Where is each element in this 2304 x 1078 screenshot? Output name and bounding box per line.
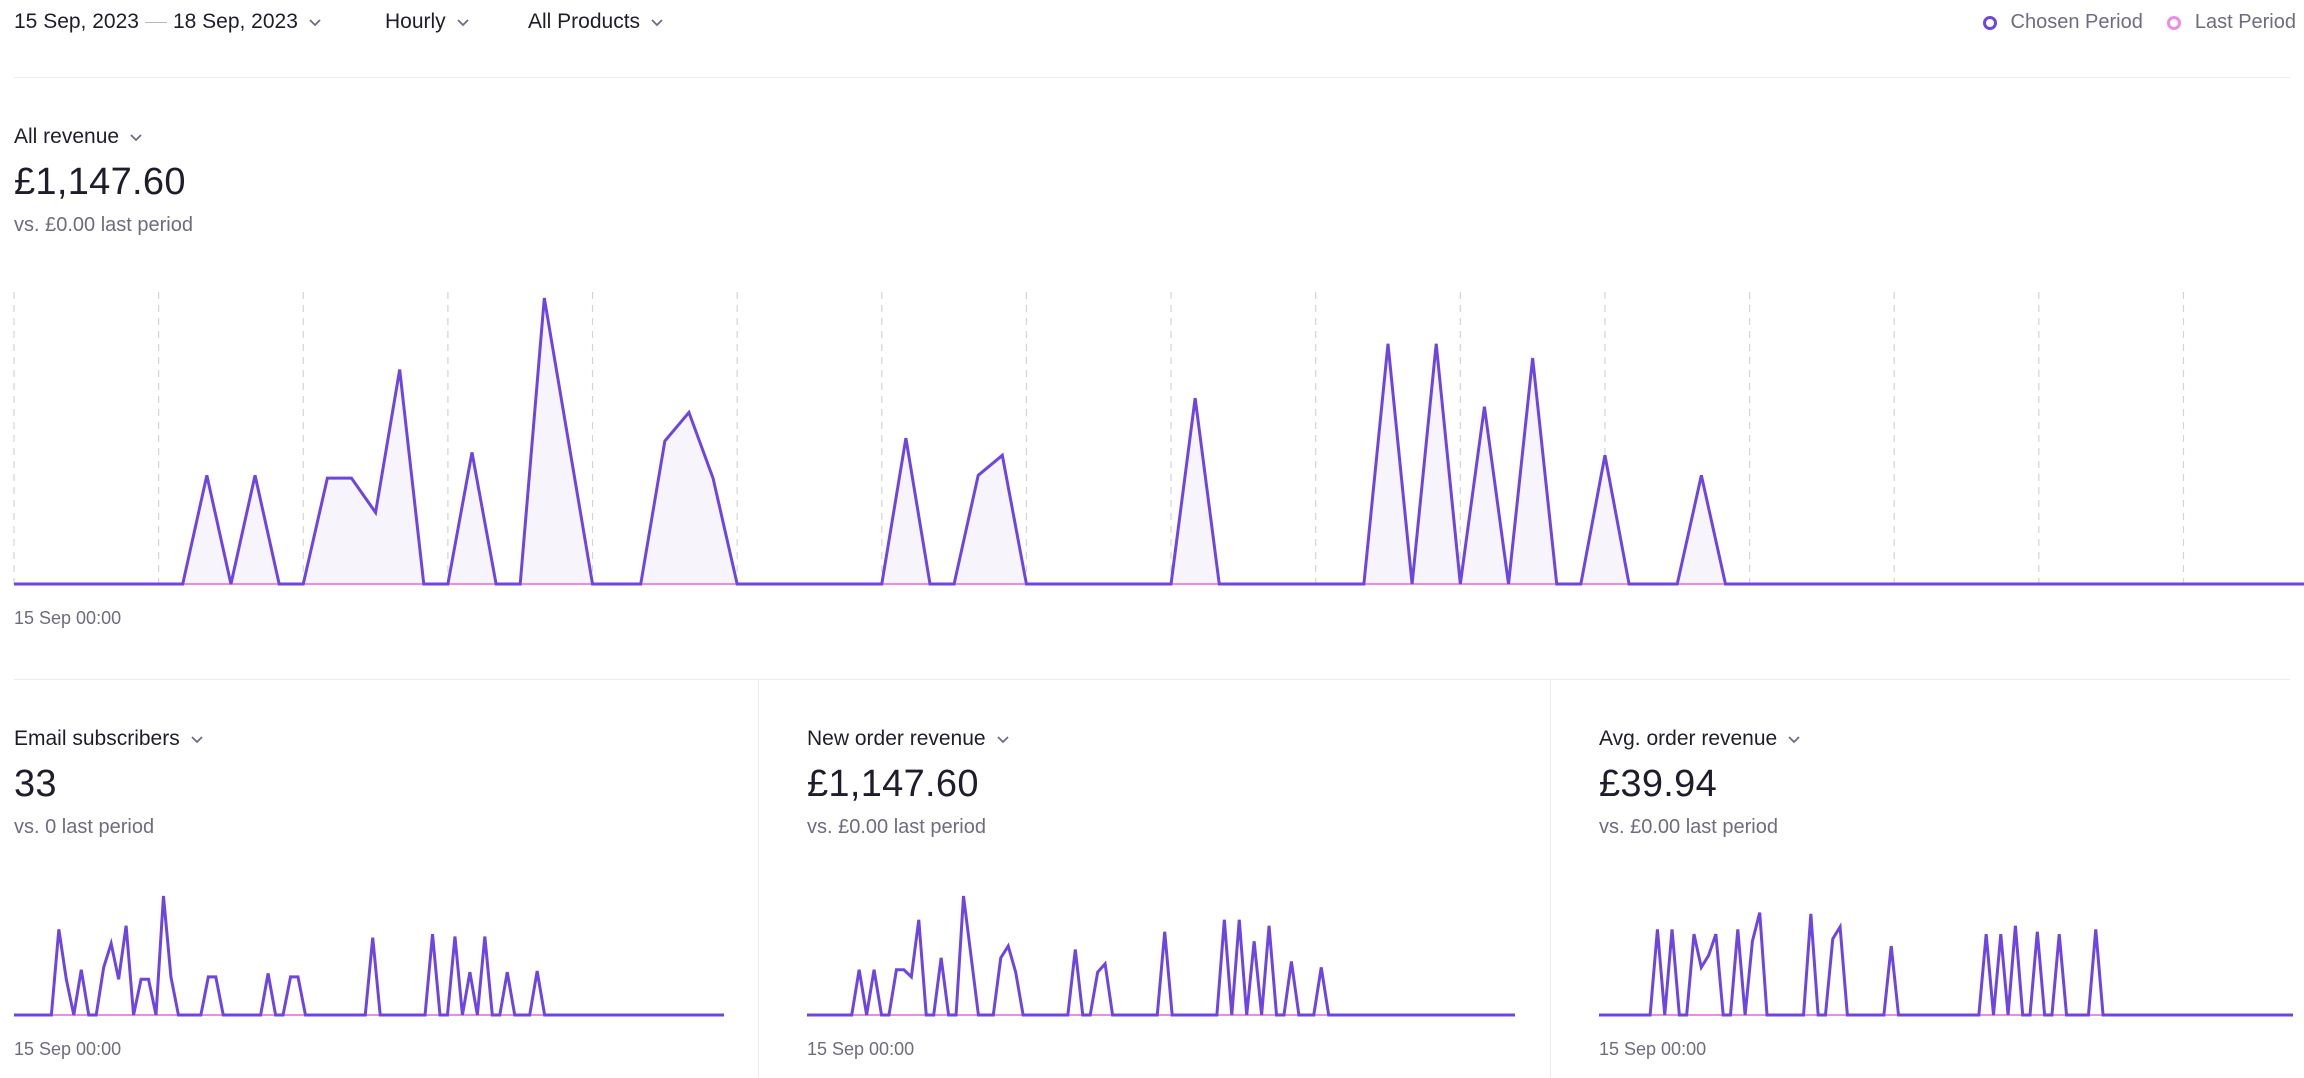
legend-last-label: Last Period: [2194, 11, 2296, 33]
metric-selector[interactable]: Email subscribers: [14, 727, 204, 751]
chevron-down-icon: [456, 15, 470, 29]
metric-value: £39.94: [1599, 763, 1718, 805]
legend-chosen-period[interactable]: Chosen Period: [1982, 11, 2143, 34]
metric-new-order-revenue: New order revenue £1,147.60 vs. £0.00 la…: [807, 727, 1010, 839]
metric-label: Email subscribers: [14, 727, 180, 750]
chevron-down-icon: [129, 130, 143, 144]
series-line-chosen-period: [14, 895, 724, 1017]
metric-label: Avg. order revenue: [1599, 727, 1778, 750]
products-dropdown[interactable]: All Products: [528, 10, 664, 34]
metric-selector[interactable]: New order revenue: [807, 727, 1010, 751]
revenue-chart[interactable]: [13, 288, 2304, 588]
series-line-chosen-period: [14, 297, 2304, 586]
x-axis-start-label: 15 Sep 00:00: [1599, 1039, 1707, 1059]
chevron-down-icon: [308, 15, 322, 29]
legend-chosen-label: Chosen Period: [2010, 11, 2143, 33]
chevron-down-icon: [650, 15, 664, 29]
metric-all-revenue: All revenue £1,147.60 vs. £0.00 last per…: [14, 125, 193, 237]
series-area-chosen-period: [14, 298, 2304, 584]
metric-comparison: vs. £0.00 last period: [1599, 816, 1778, 838]
chevron-down-icon: [190, 732, 204, 746]
metric-value: £1,147.60: [14, 161, 186, 203]
series-line-chosen-period: [807, 895, 1515, 1017]
interval-dropdown[interactable]: Hourly: [385, 10, 470, 34]
legend-chosen-marker-icon: [1982, 15, 1997, 30]
metric-label: All revenue: [14, 125, 120, 148]
series-line-chosen-period: [1599, 912, 2293, 1017]
divider: [14, 679, 2290, 680]
toolbar: 15 Sep, 2023 18 Sep, 2023 Hourly All Pro…: [14, 0, 2304, 48]
metric-comparison: vs. £0.00 last period: [807, 816, 986, 838]
metric-value: £1,147.60: [807, 763, 979, 805]
chevron-down-icon: [1787, 732, 1801, 746]
metric-comparison: vs. £0.00 last period: [14, 214, 193, 236]
chart-legend: Chosen Period Last Period: [1959, 11, 2296, 34]
divider: [14, 77, 2290, 78]
metric-selector[interactable]: All revenue: [14, 125, 193, 149]
metric-label: New order revenue: [807, 727, 986, 750]
date-range-picker[interactable]: 15 Sep, 2023 18 Sep, 2023: [14, 10, 322, 34]
interval-label: Hourly: [385, 10, 446, 33]
email-subscribers-chart[interactable]: [14, 890, 724, 1020]
date-range-separator: [144, 21, 167, 23]
metric-value: 33: [14, 763, 57, 805]
x-axis-start-label: 15 Sep 00:00: [14, 608, 122, 628]
x-axis-start-label: 15 Sep 00:00: [14, 1039, 122, 1059]
chevron-down-icon: [996, 732, 1010, 746]
metric-email-subscribers: Email subscribers 33 vs. 0 last period: [14, 727, 204, 839]
legend-last-period[interactable]: Last Period: [2166, 11, 2296, 34]
date-range-start: 15 Sep, 2023: [14, 10, 139, 33]
card-divider: [758, 680, 759, 1078]
x-axis-start-label: 15 Sep 00:00: [807, 1039, 915, 1059]
legend-last-marker-icon: [2166, 15, 2181, 30]
products-label: All Products: [528, 10, 641, 33]
avg-order-revenue-chart[interactable]: [1599, 890, 2293, 1020]
date-range-end: 18 Sep, 2023: [172, 10, 298, 33]
new-order-revenue-chart[interactable]: [807, 890, 1515, 1020]
card-divider: [1550, 680, 1551, 1078]
metric-avg-order-revenue: Avg. order revenue £39.94 vs. £0.00 last…: [1599, 727, 1801, 839]
metric-comparison: vs. 0 last period: [14, 816, 155, 838]
metric-selector[interactable]: Avg. order revenue: [1599, 727, 1801, 751]
